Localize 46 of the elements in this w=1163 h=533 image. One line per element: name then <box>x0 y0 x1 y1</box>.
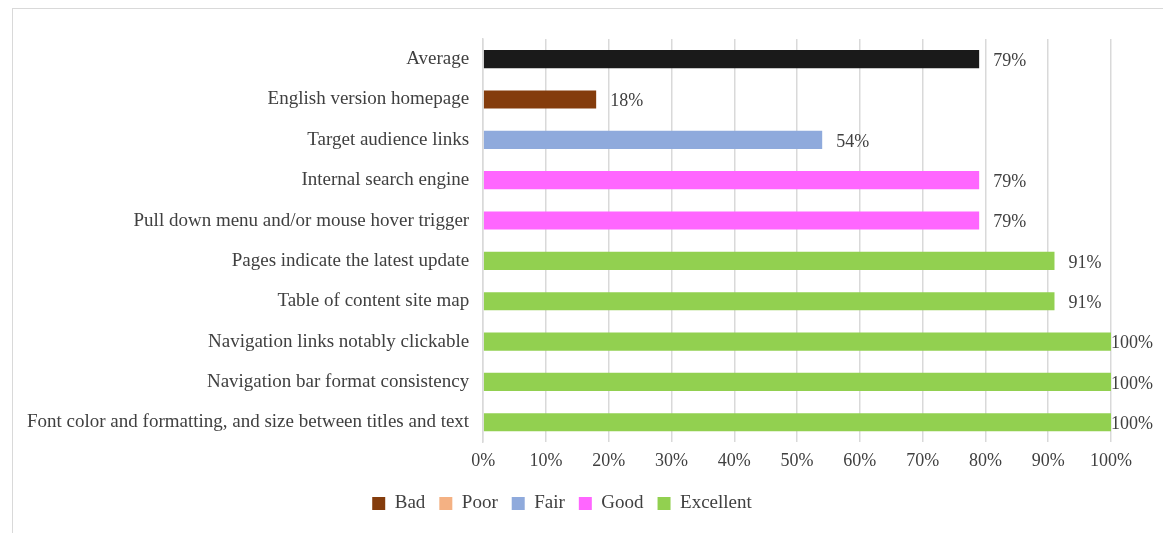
data-label: 100% <box>1111 412 1153 433</box>
x-tick-label: 40% <box>717 449 751 470</box>
x-tick-label: 20% <box>592 449 626 470</box>
y-tick-label: Table of content site map <box>277 289 470 311</box>
legend-label: Excellent <box>680 491 753 513</box>
bar <box>483 372 1111 391</box>
data-label: 79% <box>993 211 1027 232</box>
x-tick-label: 90% <box>1031 449 1065 470</box>
x-tick-label: 30% <box>655 449 689 470</box>
legend-label: Good <box>601 491 645 513</box>
bar <box>483 332 1111 351</box>
x-tick-label: 60% <box>843 449 877 470</box>
y-tick-label: Pages indicate the latest update <box>231 248 470 270</box>
legend-label: Bad <box>394 491 426 513</box>
y-tick-label: English version homepage <box>267 87 470 109</box>
bar <box>483 90 597 109</box>
x-tick-label: 70% <box>906 449 940 470</box>
bar <box>483 130 823 149</box>
bar <box>483 413 1111 432</box>
data-label: 79% <box>993 170 1027 191</box>
y-tick-label: Navigation bar format consistency <box>206 369 470 391</box>
x-tick-label: 0% <box>471 449 496 470</box>
legend-label: Poor <box>461 491 499 513</box>
bar <box>483 292 1055 311</box>
x-tick-label: 100% <box>1090 449 1132 470</box>
legend-label: Fair <box>534 491 566 513</box>
y-tick-label: Target audience links <box>307 127 470 149</box>
data-label: 18% <box>610 90 644 111</box>
y-tick-label: Internal search engine <box>301 168 470 190</box>
x-tick-label: 10% <box>529 449 563 470</box>
data-label: 91% <box>1068 291 1102 312</box>
y-tick-label: Navigation links notably clickable <box>207 329 470 351</box>
y-tick-label: Pull down menu and/or mouse hover trigger <box>133 208 470 230</box>
data-label: 100% <box>1111 372 1153 393</box>
bar <box>483 251 1055 270</box>
bar <box>483 50 980 69</box>
y-tick-label: Average <box>406 47 470 69</box>
data-label: 100% <box>1111 332 1153 353</box>
x-tick-label: 80% <box>968 449 1002 470</box>
bar <box>483 211 980 230</box>
data-label: 79% <box>993 49 1027 70</box>
bar <box>483 171 980 190</box>
data-label: 54% <box>836 130 870 151</box>
x-tick-label: 50% <box>780 449 814 470</box>
data-label: 91% <box>1068 251 1102 272</box>
y-tick-label: Font color and formatting, and size between titles and text <box>26 410 470 432</box>
